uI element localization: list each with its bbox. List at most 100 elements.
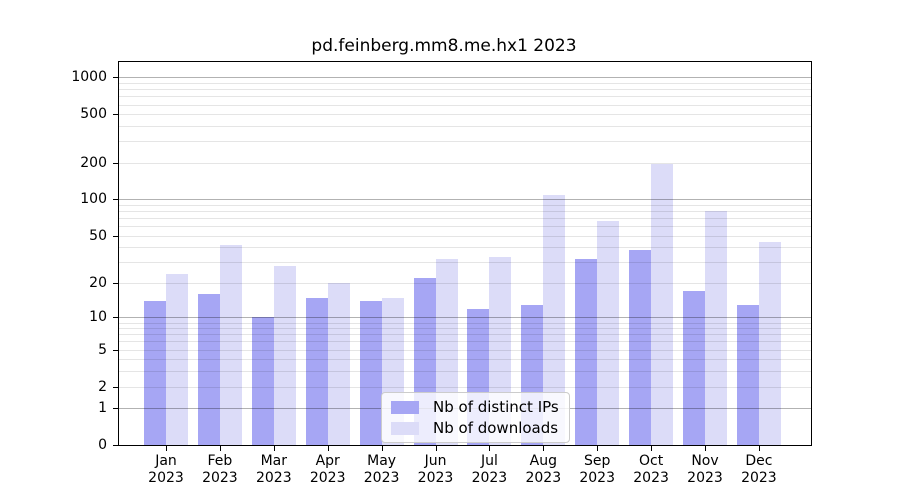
minor-gridline: [119, 205, 811, 207]
bar: [575, 258, 598, 445]
bar: [327, 283, 350, 445]
bar: [758, 242, 781, 445]
x-tick-label: Aug 2023: [511, 453, 575, 487]
x-tick-year: 2023: [687, 470, 723, 486]
x-axis-tick: [219, 445, 221, 451]
minor-gridline: [119, 322, 811, 324]
x-tick-year: 2023: [525, 470, 562, 486]
plot-area: Nb of distinct IPs Nb of downloads Jan 20…: [71, 61, 812, 486]
x-tick-year: 2023: [417, 470, 454, 486]
x-tick-label: Jan 2023: [134, 453, 198, 487]
major-gridline: [119, 317, 811, 319]
x-axis-tick: [543, 445, 545, 451]
minor-gridline: [119, 386, 811, 388]
minor-gridline: [119, 283, 811, 285]
bar: [197, 294, 220, 445]
minor-gridline: [119, 235, 811, 237]
minor-gridline: [119, 89, 811, 91]
legend-label-downloads: Nb of downloads: [433, 419, 559, 437]
legend: Nb of distinct IPs Nb of downloads: [381, 392, 570, 443]
y-tick-label: 0: [98, 437, 107, 453]
x-tick-label: Feb 2023: [188, 453, 252, 487]
bar: [629, 250, 652, 445]
y-axis-tick: [113, 349, 119, 351]
y-tick-label: 200: [80, 154, 107, 171]
y-axis-tick: [113, 408, 119, 410]
bar: [305, 297, 328, 445]
legend-item-distinct-ips: Nb of distinct IPs: [391, 398, 559, 416]
legend-label-distinct-ips: Nb of distinct IPs: [433, 398, 559, 416]
x-axis-tick: [489, 445, 491, 451]
x-tick-label: Jul 2023: [457, 453, 521, 487]
minor-gridline: [119, 349, 811, 351]
bar: [359, 300, 382, 445]
y-axis-tick: [113, 235, 119, 237]
y-tick-label: 100: [80, 191, 107, 208]
y-axis-tick: [113, 386, 119, 388]
x-tick-label: Dec 2023: [727, 453, 791, 487]
bar: [736, 304, 759, 445]
x-tick-label: Oct 2023: [619, 453, 683, 487]
y-tick-label: 500: [80, 106, 107, 123]
minor-gridline: [119, 226, 811, 228]
minor-gridline: [119, 247, 811, 249]
minor-gridline: [119, 114, 811, 116]
bar: [273, 265, 296, 445]
x-tick-label: Sep 2023: [565, 453, 629, 487]
y-tick-label: 20: [89, 275, 107, 292]
x-tick-year: 2023: [471, 470, 508, 486]
x-axis-tick: [381, 445, 383, 451]
x-tick-year: 2023: [633, 470, 669, 486]
bar: [251, 317, 274, 445]
x-axis-tick: [705, 445, 706, 451]
minor-gridline: [119, 83, 811, 85]
x-tick-year: 2023: [741, 470, 777, 486]
minor-gridline: [119, 341, 811, 343]
minor-gridline: [119, 371, 811, 373]
bar: [705, 211, 727, 445]
minor-gridline: [119, 328, 811, 330]
x-tick-year: 2023: [309, 470, 346, 486]
y-axis-tick: [113, 77, 119, 79]
minor-gridline: [119, 359, 811, 361]
x-tick-label: Jun 2023: [404, 453, 468, 487]
legend-swatch-distinct-ips: [391, 400, 419, 414]
y-axis-tick: [113, 162, 119, 164]
y-axis-tick: [113, 317, 119, 319]
y-tick-label: 5: [98, 341, 107, 358]
x-axis-tick: [758, 445, 760, 451]
minor-gridline: [119, 218, 811, 220]
minor-gridline: [119, 96, 811, 98]
x-axis-tick: [435, 445, 437, 451]
y-tick-label: 50: [89, 227, 107, 244]
minor-gridline: [119, 211, 811, 213]
bar: [597, 221, 620, 445]
major-gridline: [119, 77, 811, 79]
minor-gridline: [119, 141, 811, 143]
legend-swatch-downloads: [391, 421, 419, 435]
bar: [166, 273, 188, 445]
major-gridline: [119, 199, 811, 201]
x-tick-label: May 2023: [350, 453, 414, 487]
bar: [144, 300, 166, 445]
minor-gridline: [119, 334, 811, 336]
y-tick-label: 1: [98, 400, 107, 417]
x-tick-year: 2023: [148, 470, 184, 486]
y-tick-label: 1000: [71, 69, 107, 86]
bar: [543, 195, 566, 445]
x-tick-label: Nov 2023: [673, 453, 737, 487]
x-axis-tick: [327, 445, 329, 451]
minor-gridline: [119, 104, 811, 106]
bar: [683, 291, 705, 445]
x-tick-label: Apr 2023: [296, 453, 360, 487]
minor-gridline: [119, 262, 811, 264]
chart-title: pd.feinberg.mm8.me.hx1 2023: [311, 36, 577, 56]
x-tick-year: 2023: [363, 470, 400, 486]
x-axis-tick: [166, 445, 167, 451]
x-tick-year: 2023: [579, 470, 615, 486]
x-tick-label: Mar 2023: [242, 453, 306, 487]
minor-gridline: [119, 126, 811, 128]
y-tick-label: 2: [98, 378, 107, 395]
bar: [651, 163, 674, 445]
